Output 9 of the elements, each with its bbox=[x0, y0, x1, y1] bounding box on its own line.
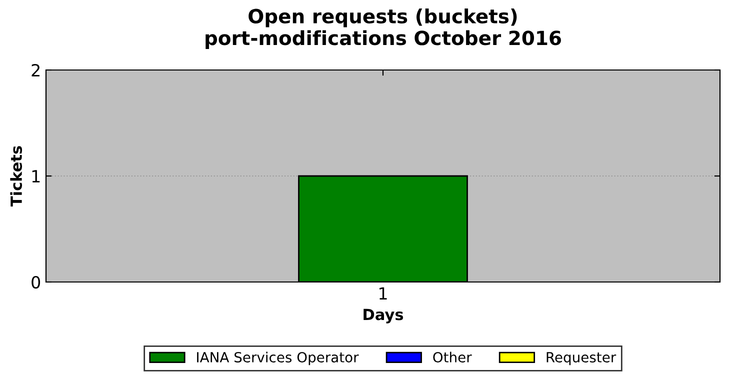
legend-label: Requester bbox=[546, 352, 616, 366]
legend-label: IANA Services Operator bbox=[197, 352, 359, 366]
y-tick-label: 2 bbox=[32, 64, 40, 76]
x-axis-title: Days bbox=[364, 308, 404, 324]
y-tick-label: 0 bbox=[32, 276, 40, 289]
y-tick-label: 1 bbox=[32, 170, 40, 182]
legend-label: Other bbox=[433, 352, 472, 362]
y-axis-title: Tickets bbox=[10, 146, 22, 207]
chart-title: Open requests (buckets) port-modifications October 2016 bbox=[206, 8, 561, 50]
